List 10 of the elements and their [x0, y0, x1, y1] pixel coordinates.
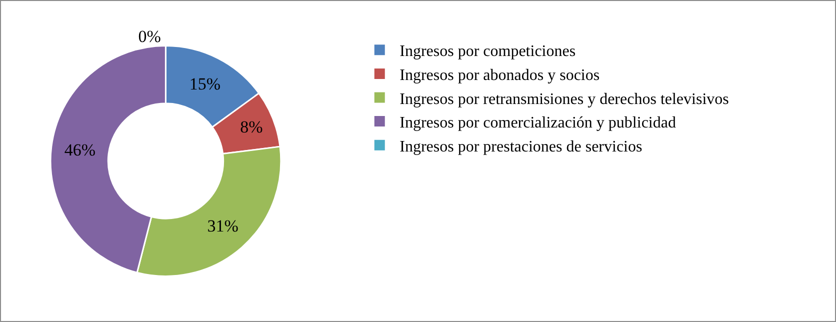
legend-label: Ingresos por comercialización y publicidad — [400, 114, 676, 132]
legend-label: Ingresos por competiciones — [400, 43, 576, 60]
legend-label: Ingresos por prestaciones de servicios — [400, 138, 642, 156]
data-label: 46% — [64, 140, 96, 160]
data-label: 31% — [207, 216, 238, 236]
legend-label: Ingresos por retransmisiones y derechos televisivos — [400, 90, 729, 108]
legend-label: Ingresos por abonados y socios — [400, 66, 600, 84]
data-label: 8% — [240, 118, 263, 137]
data-label: 15% — [189, 74, 221, 94]
text: 0% — [138, 26, 161, 46]
